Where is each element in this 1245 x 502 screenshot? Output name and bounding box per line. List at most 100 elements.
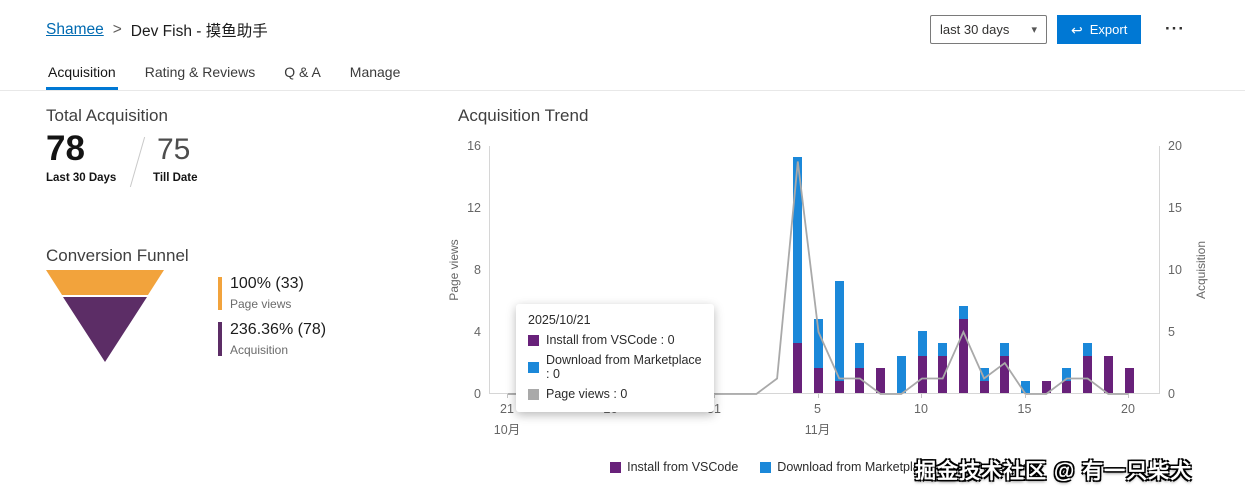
extension-title: Dev Fish - 摸鱼助手 — [130, 23, 268, 40]
funnel-pageviews-label: Page views — [230, 297, 292, 311]
chart-legend: Install from VSCode Download from Market… — [489, 460, 1160, 474]
stat-divider — [129, 136, 146, 188]
more-actions-button[interactable]: ··· — [1160, 14, 1190, 44]
axis-tick-label: 0 — [1168, 387, 1175, 401]
axis-tick-label: 10 — [1168, 263, 1182, 277]
bar-segment[interactable] — [896, 355, 906, 393]
axis-tick-label: 5 — [1168, 325, 1175, 339]
tooltip-row: Install from VSCode : 0 — [528, 333, 702, 347]
funnel-graphic — [46, 270, 164, 362]
axis-month-label: 11月 — [804, 423, 831, 437]
tooltip-row: Page views : 0 — [528, 387, 702, 401]
funnel-stage-pageviews — [46, 270, 164, 295]
bar-segment[interactable] — [793, 157, 803, 344]
funnel-acquisition-label: Acquisition — [230, 343, 289, 357]
bar-segment[interactable] — [979, 380, 989, 393]
funnel-acquisition-value: 236.36% (78) — [230, 321, 327, 338]
bar-segment[interactable] — [1062, 380, 1072, 393]
axis-tick-mark — [714, 394, 715, 398]
export-button-label: Export — [1089, 22, 1128, 37]
axis-tick-label: 0 — [474, 387, 481, 401]
legend-download-label: Download from Marketplace — [777, 460, 933, 474]
funnel-legend-marker-pageviews — [218, 277, 222, 310]
axis-tick-label: 20 — [1121, 402, 1135, 416]
tab-manage[interactable]: Manage — [349, 64, 401, 80]
bar-segment[interactable] — [917, 355, 927, 393]
chart-plot: 2025/10/21 Install from VSCode : 0 Downl… — [489, 146, 1160, 412]
bar-segment[interactable] — [1000, 343, 1010, 356]
date-range-value: last 30 days — [940, 22, 1010, 37]
legend-install-label: Install from VSCode — [627, 460, 739, 474]
legend-item-pageviews: Page views — [954, 460, 1039, 474]
date-range-select[interactable]: last 30 days ▾ — [930, 15, 1047, 44]
bar-segment[interactable] — [876, 368, 886, 393]
axis-tick-label: 20 — [1168, 139, 1182, 153]
bar-segment[interactable] — [979, 368, 989, 381]
last30-value: 78 — [46, 129, 85, 168]
bar-segment[interactable] — [814, 318, 823, 369]
axis-tick-mark — [1024, 394, 1026, 398]
bar-segment[interactable] — [834, 281, 844, 381]
tabs-divider — [0, 90, 1245, 91]
total-acquisition-title: Total Acquisition — [46, 106, 168, 125]
bar-segment[interactable] — [938, 355, 948, 393]
bar-segment[interactable] — [814, 368, 823, 393]
legend-item-download: Download from Marketplace — [760, 460, 933, 474]
bar-segment[interactable] — [917, 331, 927, 356]
chevron-down-icon: ▾ — [1031, 24, 1037, 36]
x-axis-ticks: 2110月2631511月101520 — [489, 394, 1160, 438]
bar-segment[interactable] — [793, 343, 803, 393]
axis-tick-mark — [1128, 394, 1129, 398]
bar-segment[interactable] — [855, 343, 865, 369]
bar-segment[interactable] — [855, 368, 865, 393]
axis-tick-mark — [507, 394, 508, 398]
bar-segment[interactable] — [1083, 343, 1093, 356]
chart-bars — [490, 146, 1159, 393]
tooltip-date: 2025/10/21 — [528, 313, 591, 327]
axis-tick-label: 5 — [814, 402, 821, 416]
legend-pageviews-label: Page views — [974, 460, 1039, 474]
chart-tooltip: 2025/10/21 Install from VSCode : 0 Downl… — [516, 304, 714, 412]
funnel-legend-marker-acquisition — [218, 322, 222, 356]
tab-acquisition[interactable]: Acquisition — [46, 57, 118, 90]
pageviews-swatch-icon — [528, 388, 539, 400]
tooltip-install-text: Install from VSCode : 0 — [546, 333, 675, 347]
axis-tick-label: 4 — [474, 325, 481, 339]
download-swatch-icon — [528, 361, 539, 373]
acquisition-trend-title: Acquisition Trend — [458, 106, 589, 125]
export-icon: ↩ — [1071, 21, 1083, 38]
till-date-value: 75 — [157, 133, 191, 166]
axis-tick-label: 21 — [500, 402, 514, 416]
watermark: 掘金技术社区 @ 有一只柴犬 — [915, 460, 1193, 483]
bar-segment[interactable] — [1103, 355, 1113, 393]
bar-segment[interactable] — [1041, 380, 1051, 393]
right-axis-ticks: 0 5 10 15 20 — [1168, 139, 1198, 401]
tooltip-row: Download from Marketplace : 0 — [528, 353, 702, 381]
tab-rating-reviews[interactable]: Rating & Reviews — [144, 64, 256, 80]
tooltip-pageviews-text: Page views : 0 — [546, 387, 628, 401]
bar-segment[interactable] — [1124, 368, 1134, 393]
axis-tick-label: 8 — [474, 263, 481, 277]
export-button[interactable]: ↩ Export — [1057, 15, 1142, 44]
conversion-funnel-title: Conversion Funnel — [46, 246, 189, 265]
axis-tick-label: 16 — [467, 139, 481, 153]
download-swatch-icon — [760, 461, 772, 473]
till-date-label: Till Date — [153, 172, 198, 184]
tab-qa[interactable]: Q & A — [284, 64, 321, 80]
last30-label: Last 30 Days — [46, 172, 117, 184]
bar-segment[interactable] — [1000, 355, 1010, 393]
bar-segment[interactable] — [1062, 368, 1072, 381]
breadcrumb: Shamee > Dev Fish - 摸鱼助手 — [46, 19, 268, 41]
tab-bar: Acquisition Rating & Reviews Q & A Manag… — [46, 57, 402, 90]
bar-segment[interactable] — [938, 343, 948, 356]
axis-tick-label: 10 — [914, 402, 928, 416]
line-swatch-icon — [954, 466, 969, 468]
bar-segment[interactable] — [834, 380, 844, 393]
funnel-pageviews-value: 100% (33) — [230, 275, 304, 292]
axis-tick-mark — [921, 394, 922, 398]
publisher-link[interactable]: Shamee — [46, 21, 104, 38]
bar-segment[interactable] — [958, 318, 968, 393]
bar-segment[interactable] — [1083, 355, 1093, 393]
bar-segment[interactable] — [1021, 380, 1030, 393]
bar-segment[interactable] — [958, 306, 968, 319]
